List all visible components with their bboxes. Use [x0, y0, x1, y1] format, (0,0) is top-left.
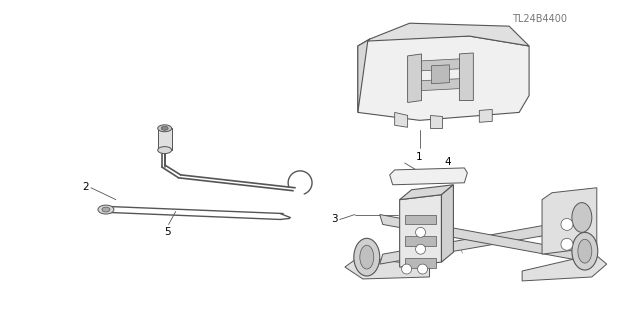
Ellipse shape: [98, 205, 114, 214]
Polygon shape: [368, 23, 529, 46]
Ellipse shape: [572, 232, 598, 270]
Polygon shape: [479, 109, 492, 122]
Circle shape: [415, 227, 426, 237]
Text: 1: 1: [416, 152, 423, 162]
Text: TL24B4400: TL24B4400: [513, 14, 567, 24]
Polygon shape: [380, 219, 580, 264]
Polygon shape: [542, 188, 596, 254]
Polygon shape: [380, 214, 583, 261]
Polygon shape: [422, 59, 460, 71]
Ellipse shape: [572, 203, 592, 232]
Polygon shape: [390, 168, 467, 185]
Polygon shape: [404, 214, 436, 225]
Polygon shape: [522, 254, 607, 281]
Polygon shape: [442, 185, 453, 262]
Polygon shape: [404, 258, 436, 268]
Polygon shape: [345, 256, 429, 279]
Polygon shape: [460, 53, 474, 100]
Text: 5: 5: [164, 227, 171, 237]
Text: 2: 2: [83, 182, 89, 192]
Polygon shape: [157, 128, 172, 150]
Polygon shape: [422, 79, 460, 91]
Ellipse shape: [354, 238, 380, 276]
Ellipse shape: [578, 239, 592, 263]
Ellipse shape: [157, 125, 172, 132]
Text: 3: 3: [332, 214, 338, 225]
Circle shape: [402, 264, 412, 274]
Ellipse shape: [102, 207, 110, 212]
Circle shape: [561, 238, 573, 250]
Polygon shape: [358, 36, 529, 120]
Polygon shape: [408, 54, 422, 102]
Polygon shape: [431, 65, 449, 84]
Ellipse shape: [360, 245, 374, 269]
Circle shape: [415, 244, 426, 254]
Polygon shape: [399, 185, 453, 200]
Ellipse shape: [157, 147, 172, 153]
Circle shape: [561, 219, 573, 230]
Circle shape: [417, 264, 428, 274]
Text: 4: 4: [444, 157, 451, 167]
Polygon shape: [429, 115, 442, 128]
Polygon shape: [404, 236, 436, 246]
Polygon shape: [399, 195, 442, 267]
Polygon shape: [358, 39, 370, 112]
Polygon shape: [395, 112, 408, 127]
Ellipse shape: [161, 126, 168, 130]
